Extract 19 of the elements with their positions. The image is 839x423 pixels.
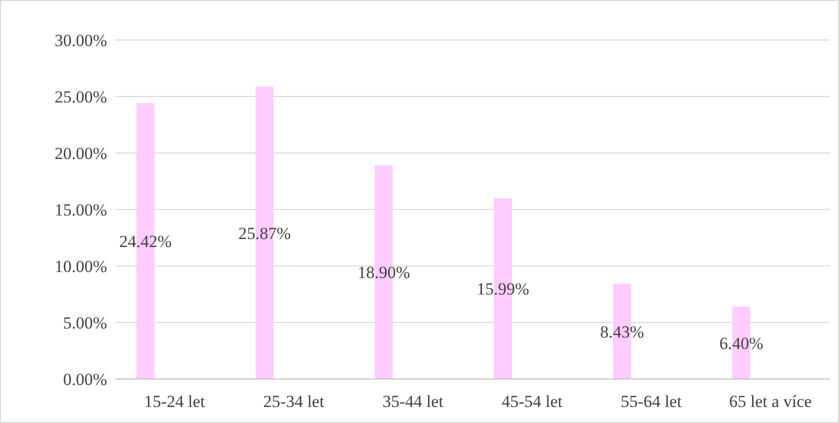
x-tick-label: 35-44 let xyxy=(382,392,444,411)
x-tick-label: 55-64 let xyxy=(620,392,682,411)
data-label: 18.90% xyxy=(358,263,410,282)
y-tick-label: 20.00% xyxy=(54,144,107,163)
y-tick-label: 0.00% xyxy=(63,370,107,389)
x-tick-label: 45-54 let xyxy=(502,392,563,411)
data-label: 24.42% xyxy=(119,232,172,252)
data-label: 25.87% xyxy=(238,224,291,243)
y-tick-label: 10.00% xyxy=(54,257,107,276)
y-tick-label: 5.00% xyxy=(63,314,107,332)
data-label: 15.99% xyxy=(476,280,530,299)
x-tick-label: 65 let a více xyxy=(729,392,812,411)
x-tick-label: 25-34 let xyxy=(263,392,324,411)
data-label: 6.40% xyxy=(719,334,764,353)
data-label: 8.43% xyxy=(600,322,644,342)
y-tick-label: 25.00% xyxy=(54,88,107,106)
y-tick-label: 15.00% xyxy=(54,200,107,220)
y-tick-label: 30.00% xyxy=(54,31,107,50)
x-tick-label: 15-24 let xyxy=(144,392,206,411)
